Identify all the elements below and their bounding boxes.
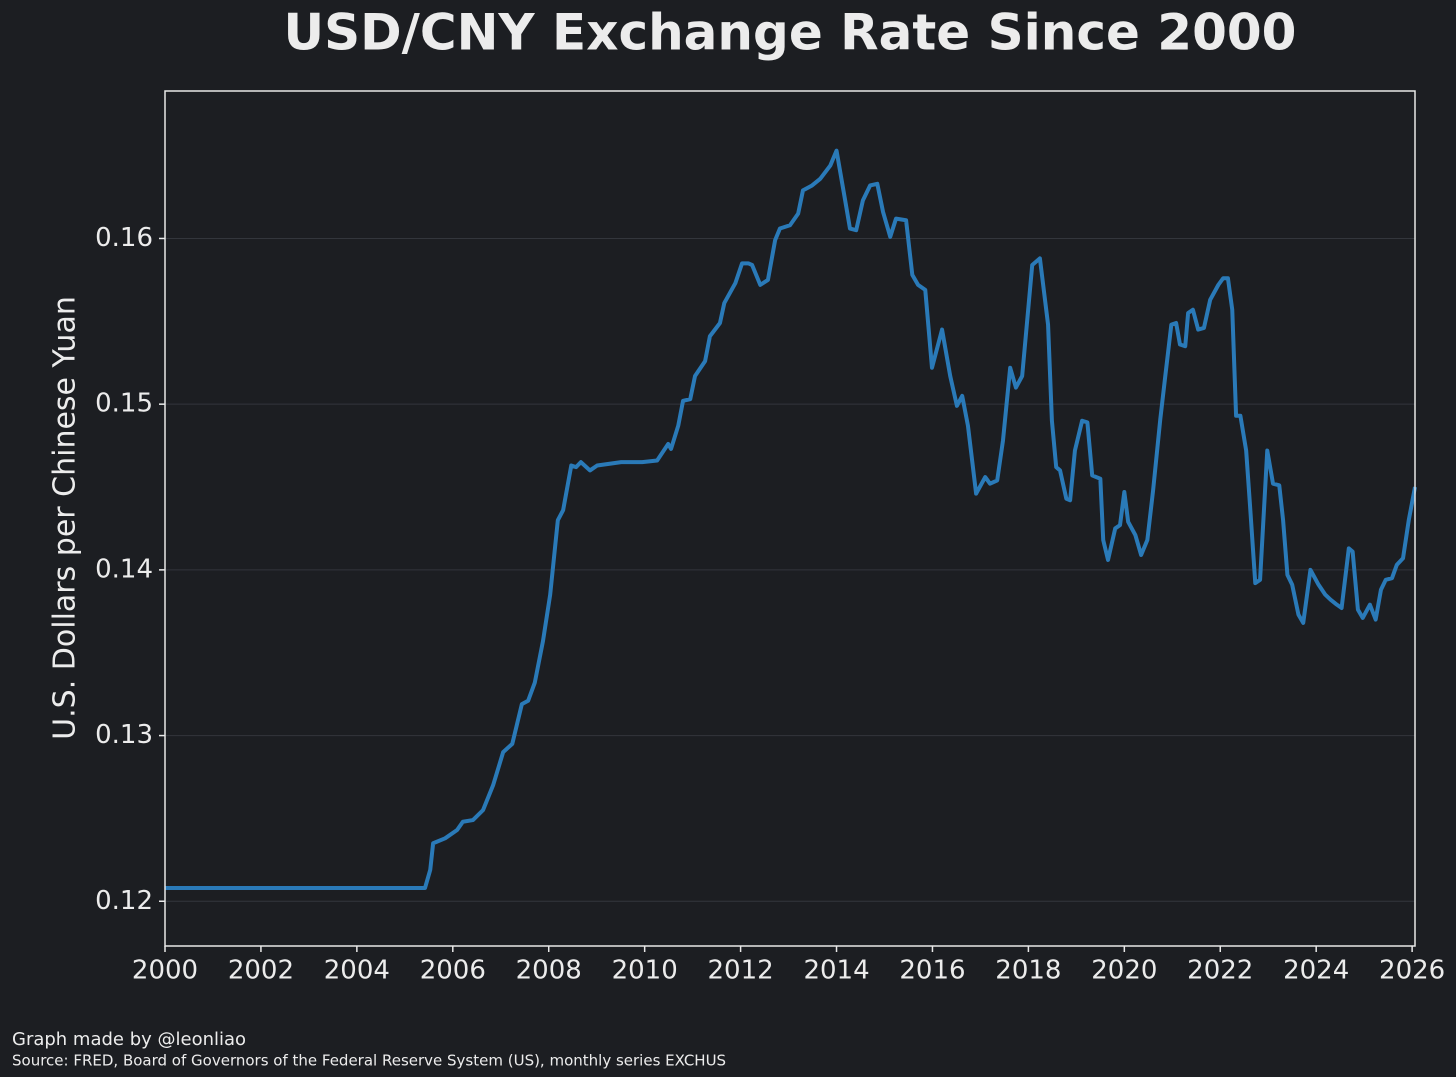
data-line <box>165 148 1417 891</box>
x-tick-label: 2008 <box>516 956 582 986</box>
x-tick-label: 2010 <box>612 956 678 986</box>
y-tick-label: 0.15 <box>95 389 153 419</box>
x-tick-label: 2018 <box>995 956 1061 986</box>
x-tick-label: 2006 <box>420 956 486 986</box>
y-tick-label: 0.12 <box>95 886 153 916</box>
x-tick-label: 2014 <box>803 956 869 986</box>
x-tick-label: 2002 <box>228 956 294 986</box>
x-tick-label: 2020 <box>1091 956 1157 986</box>
x-tick-label: 2026 <box>1379 956 1445 986</box>
credit: Graph made by @leonliao <box>12 1029 246 1050</box>
y-tick-label: 0.14 <box>95 554 153 584</box>
y-axis-label: U.S. Dollars per Chinese Yuan <box>48 296 83 740</box>
y-tick-label: 0.16 <box>95 223 153 253</box>
x-tick-label: 2016 <box>899 956 965 986</box>
grid <box>165 237 1415 902</box>
x-tick-label: 2000 <box>132 956 198 986</box>
plot-frame <box>164 90 1416 947</box>
x-tick-label: 2022 <box>1187 956 1253 986</box>
source: Source: FRED, Board of Governors of the … <box>12 1052 726 1070</box>
chart-title: USD/CNY Exchange Rate Since 2000 <box>284 4 1297 62</box>
x-tick-label: 2012 <box>708 956 774 986</box>
x-tick-label: 2004 <box>324 956 390 986</box>
y-tick-label: 0.13 <box>95 720 153 750</box>
plot <box>165 148 1417 891</box>
x-tick-label: 2024 <box>1283 956 1349 986</box>
